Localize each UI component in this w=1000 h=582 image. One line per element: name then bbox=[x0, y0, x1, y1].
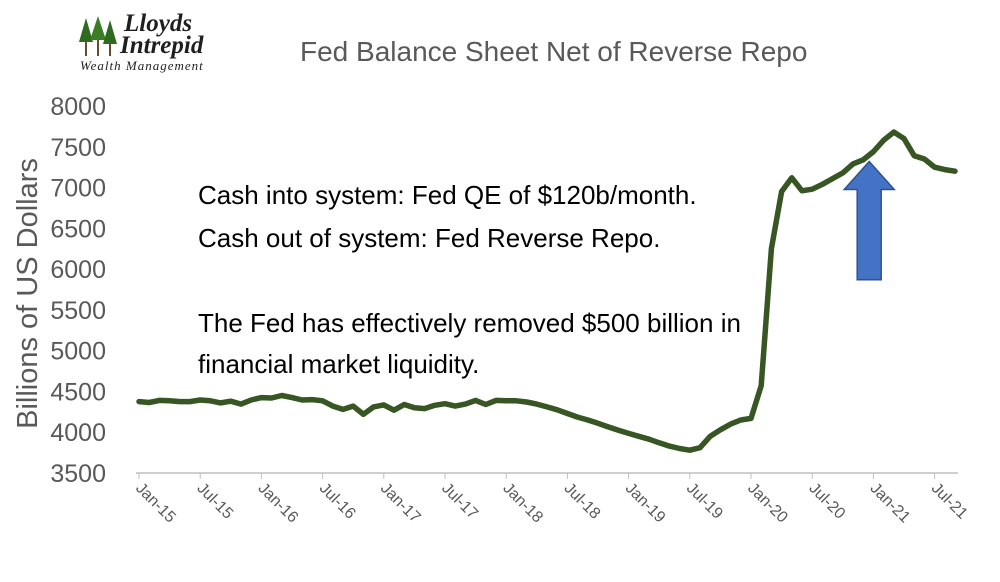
x-tick-label: Jul-19 bbox=[683, 480, 726, 523]
logo-text-line2: Intrepid bbox=[120, 32, 204, 59]
logo-text-line1: Lloyds bbox=[124, 10, 193, 37]
x-tick-label: Jan-15 bbox=[132, 480, 179, 527]
trees-icon bbox=[79, 16, 117, 56]
x-tick-label: Jan-18 bbox=[499, 480, 546, 527]
plot-area bbox=[136, 129, 958, 453]
y-tick-label: 8000 bbox=[50, 93, 106, 121]
x-tick-label: Jul-21 bbox=[928, 480, 971, 523]
annotation-line-1: Cash into system: Fed QE of $120b/month. bbox=[198, 180, 697, 210]
x-tick-label: Jul-15 bbox=[193, 480, 236, 523]
y-tick-label: 4500 bbox=[50, 378, 106, 406]
x-tick-label: Jan-20 bbox=[744, 480, 791, 527]
x-tick-label: Jan-16 bbox=[255, 480, 302, 527]
y-axis-label: Billions of US Dollars bbox=[12, 158, 44, 429]
x-tick-label: Jul-20 bbox=[805, 480, 848, 523]
x-tick-label: Jul-17 bbox=[438, 480, 481, 523]
y-axis: 3500 4000 4500 5000 5500 6000 6500 7000 7500 8000… bbox=[12, 93, 106, 488]
x-tick-label: Jan-19 bbox=[622, 480, 669, 527]
y-tick-label: 4000 bbox=[50, 419, 106, 447]
x-tick-label: Jan-21 bbox=[867, 480, 914, 527]
y-tick-label: 6500 bbox=[50, 215, 106, 243]
y-tick-label: 7500 bbox=[50, 134, 106, 162]
y-tick-label: 7000 bbox=[50, 175, 106, 203]
company-logo: Lloyds Intrepid Wealth Management bbox=[76, 8, 246, 78]
y-tick-label: 6000 bbox=[50, 256, 106, 284]
x-tick-label: Jul-18 bbox=[561, 480, 604, 523]
annotation-line-4: financial market liquidity. bbox=[198, 349, 480, 379]
annotation-line-3: The Fed has effectively removed $500 bil… bbox=[198, 308, 741, 338]
up-arrow-icon bbox=[842, 160, 896, 281]
x-tick-label: Jul-16 bbox=[316, 480, 359, 523]
annotation-line-2: Cash out of system: Fed Reverse Repo. bbox=[198, 223, 661, 253]
y-tick-label: 3500 bbox=[50, 460, 106, 488]
x-tick-label: Jan-17 bbox=[377, 480, 424, 527]
logo-text-line3: Wealth Management bbox=[80, 58, 204, 73]
chart-title: Fed Balance Sheet Net of Reverse Repo bbox=[300, 36, 808, 67]
x-axis: Jan-15 Jul-15 Jan-16 Jul-16 Jan-17 Jul-17 Jan-… bbox=[132, 472, 971, 527]
series-line bbox=[136, 129, 958, 453]
y-tick-label: 5500 bbox=[50, 297, 106, 325]
y-tick-label: 5000 bbox=[50, 338, 106, 366]
